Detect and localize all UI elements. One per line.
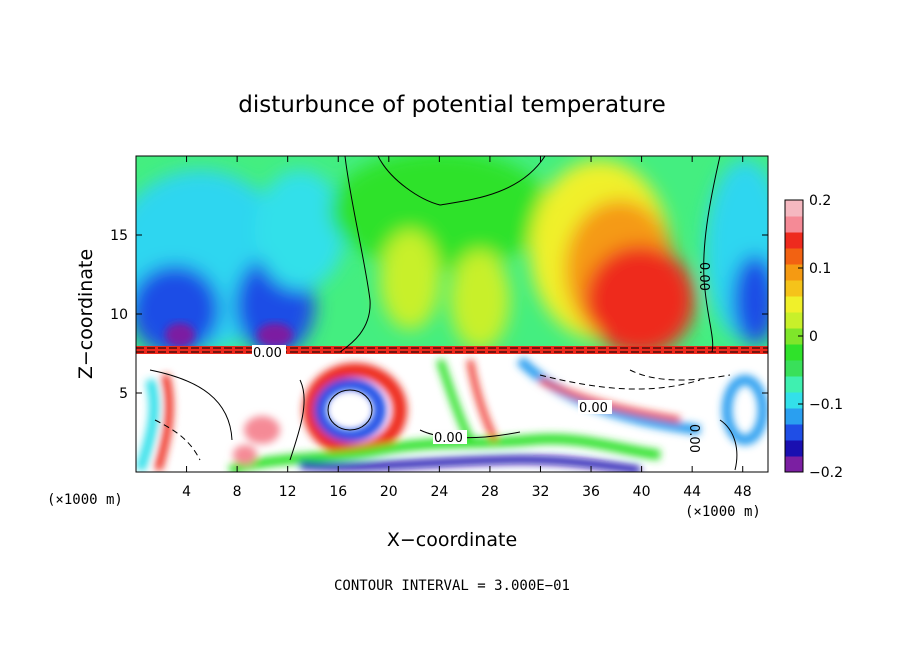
region-right-red	[585, 245, 695, 355]
x-tick-label-4: 20	[380, 484, 398, 500]
colorbar-segment-7	[785, 344, 803, 361]
y-axis-ticks: 5 10 15	[110, 228, 768, 402]
x-axis-ticks: 4 8 12 16 20 24 28 32 36 40 44 48	[182, 156, 752, 500]
contour-interval-note: CONTOUR INTERVAL = 3.000E−01	[334, 578, 570, 594]
contour-label-1: 0.00	[253, 346, 282, 361]
x-tick-label-11: 48	[734, 484, 752, 500]
lower-blob-right	[722, 375, 768, 445]
contour-zero-top	[377, 156, 546, 206]
x-tick-label-5: 24	[430, 484, 448, 500]
contour-zero-right	[703, 156, 721, 353]
eddy-ring-blue	[314, 378, 386, 442]
contour-label-3: 0.00	[434, 431, 463, 446]
contour-label-5: 0.00	[686, 424, 701, 453]
region-center-yellow-2	[450, 250, 510, 350]
upper-field-detail	[165, 323, 293, 347]
region-upper-left-blue-1	[136, 265, 220, 355]
y-tick-label-0: 5	[119, 386, 128, 402]
x-tick-label-2: 12	[279, 484, 297, 500]
x-tick-label-10: 44	[683, 484, 701, 500]
contour-lower-7	[719, 419, 738, 471]
x-tick-label-6: 28	[481, 484, 499, 500]
colorbar-segment-2	[785, 424, 803, 441]
colorbar-segment-8	[785, 328, 803, 345]
x-tick-label-3: 16	[329, 484, 347, 500]
x-tick-label-7: 32	[532, 484, 550, 500]
lower-blob-pink-2	[233, 445, 257, 465]
colorbar-tick-label-1: 0.1	[809, 261, 831, 277]
interface-band	[136, 346, 768, 354]
lower-field	[136, 356, 768, 472]
x-axis-label: X−coordinate	[387, 529, 517, 551]
colorbar-tick-label-0: 0.2	[809, 193, 831, 209]
colorbar-tick-label-2: 0	[809, 329, 818, 345]
contour-labels: 0.00 0.00 0.00 0.00 0.00	[252, 262, 711, 453]
contour-lower-5	[289, 379, 305, 461]
colorbar-segment-1	[785, 440, 803, 457]
region-upper-left-cyan-2	[255, 170, 345, 290]
contour-lower-2	[539, 374, 701, 390]
colorbar-tick-label-3: −0.1	[809, 397, 843, 413]
colorbar-ticks: 0.2 0.1 0 −0.1 −0.2	[798, 193, 843, 481]
region-left-purple-2	[257, 323, 293, 347]
contour-lines	[136, 156, 768, 471]
colorbar-tick-label-4: −0.2	[809, 465, 843, 481]
colorbar-segment-11	[785, 280, 803, 297]
colorbar-segment-13	[785, 248, 803, 265]
colorbar-segment-3	[785, 408, 803, 425]
lower-stripe-left-red	[154, 373, 174, 472]
region-right-blue	[733, 255, 768, 345]
lower-stripe-blue	[299, 455, 641, 472]
contour-interface	[136, 347, 768, 353]
colorbar-segment-4	[785, 392, 803, 409]
x-tick-label-0: 4	[182, 484, 191, 500]
upper-field	[136, 156, 768, 355]
y-axis-label: Z−coordinate	[75, 249, 97, 379]
contour-zero-left	[339, 156, 371, 353]
x-unit-right: (×1000 m)	[685, 504, 761, 520]
colorbar-segment-6	[785, 360, 803, 377]
region-left-purple-1	[165, 323, 195, 347]
y-tick-label-1: 10	[110, 307, 128, 323]
x-unit-left: (×1000 m)	[47, 492, 123, 508]
contour-lower-eddy	[327, 389, 373, 431]
x-tick-label-1: 8	[233, 484, 242, 500]
colorbar-segment-0	[785, 456, 803, 473]
colorbar-segment-9	[785, 312, 803, 329]
colorbar-segment-14	[785, 232, 803, 249]
colorbar-segment-16	[785, 200, 803, 217]
x-tick-label-8: 36	[582, 484, 600, 500]
chart-title: disturbunce of potential temperature	[238, 92, 666, 118]
lower-stripe-mid-red	[467, 359, 498, 442]
contour-lower-3	[629, 369, 731, 381]
colorbar-segment-15	[785, 216, 803, 233]
region-center-yellow	[380, 230, 440, 330]
y-tick-label-2: 15	[110, 228, 128, 244]
contour-label-2: 0.00	[579, 401, 608, 416]
lower-background	[136, 354, 768, 472]
lower-stripe-left	[136, 378, 160, 472]
plot-area: 0.00 0.00 0.00 0.00 0.00	[136, 156, 768, 472]
contour-lower-1	[149, 369, 233, 441]
x-tick-label-9: 40	[633, 484, 651, 500]
contour-label-4: 0.00	[696, 262, 711, 291]
lower-blob-pink	[244, 416, 280, 444]
contour-lower-4	[154, 419, 201, 461]
region-center-green	[330, 156, 550, 270]
colorbar-segment-5	[785, 376, 803, 393]
colorbar-segment-10	[785, 296, 803, 313]
colorbar-segment-12	[785, 264, 803, 281]
eddy-core	[340, 398, 360, 418]
